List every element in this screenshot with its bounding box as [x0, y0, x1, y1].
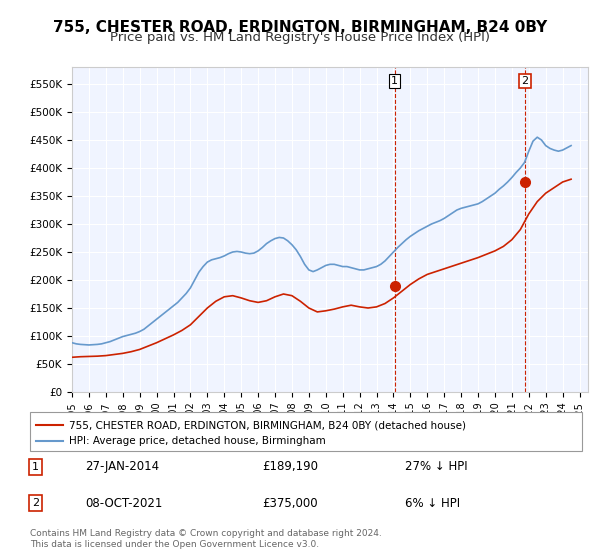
Text: 2: 2	[521, 76, 529, 86]
Text: £189,190: £189,190	[262, 460, 318, 473]
Text: Contains HM Land Registry data © Crown copyright and database right 2024.
This d: Contains HM Land Registry data © Crown c…	[30, 529, 382, 549]
Text: 1: 1	[32, 462, 39, 472]
Text: 1: 1	[391, 76, 398, 86]
Text: 755, CHESTER ROAD, ERDINGTON, BIRMINGHAM, B24 0BY (detached house): 755, CHESTER ROAD, ERDINGTON, BIRMINGHAM…	[68, 421, 466, 430]
Text: Price paid vs. HM Land Registry's House Price Index (HPI): Price paid vs. HM Land Registry's House …	[110, 31, 490, 44]
Text: HPI: Average price, detached house, Birmingham: HPI: Average price, detached house, Birm…	[68, 436, 325, 446]
Text: 2: 2	[32, 498, 39, 508]
Text: 755, CHESTER ROAD, ERDINGTON, BIRMINGHAM, B24 0BY: 755, CHESTER ROAD, ERDINGTON, BIRMINGHAM…	[53, 20, 547, 35]
Text: 6% ↓ HPI: 6% ↓ HPI	[406, 497, 460, 510]
Text: 08-OCT-2021: 08-OCT-2021	[85, 497, 163, 510]
Text: 27% ↓ HPI: 27% ↓ HPI	[406, 460, 468, 473]
FancyBboxPatch shape	[30, 412, 582, 451]
Text: 27-JAN-2014: 27-JAN-2014	[85, 460, 160, 473]
Text: £375,000: £375,000	[262, 497, 317, 510]
